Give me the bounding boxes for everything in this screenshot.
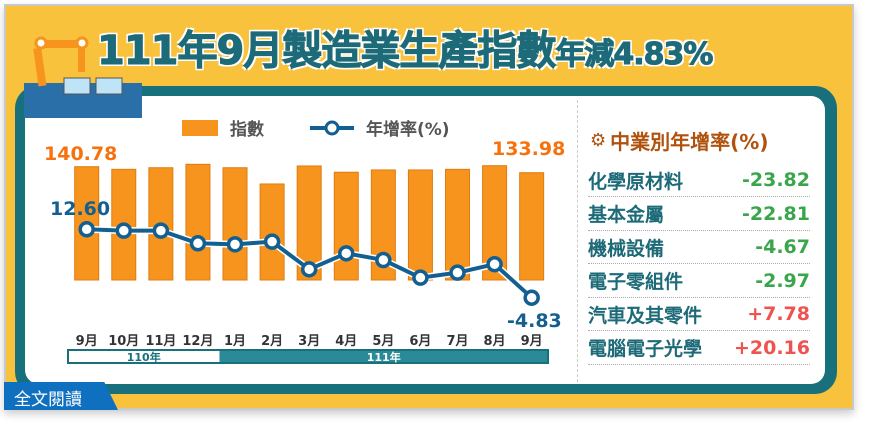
- month-tick-label: 12月: [182, 334, 213, 349]
- industry-value: -23.82: [742, 169, 810, 191]
- industry-value: -4.67: [755, 236, 810, 258]
- year-segment-111: [219, 351, 548, 362]
- panel-title-text: 中業別年增率(%): [610, 130, 769, 154]
- month-tick-label: 8月: [484, 334, 506, 349]
- gear-worker-icon: ⚙: [590, 130, 607, 151]
- growth-point: [412, 269, 429, 286]
- industry-label: 電腦電子光學: [588, 338, 703, 360]
- growth-point: [189, 235, 207, 252]
- industry-label: 基本金屬: [588, 204, 665, 226]
- legend-label: 年增率(%): [366, 120, 450, 140]
- month-tick-label: 7月: [446, 334, 468, 349]
- industry-value: +7.78: [747, 303, 810, 325]
- industry-row: 汽車及其零件 +7.78: [588, 298, 810, 331]
- page-title: 111年9月製造業生產指數年減4.83%: [96, 28, 713, 75]
- bar-label-first: 140.78: [44, 143, 117, 165]
- month-tick-label: 9月: [521, 334, 543, 349]
- growth-point: [375, 251, 392, 269]
- industry-row: 電腦電子光學 +20.16: [588, 332, 810, 365]
- growth-point: [486, 255, 503, 273]
- industry-value: -2.97: [755, 269, 810, 292]
- panel-divider: [577, 100, 578, 382]
- month-tick-label: 3月: [298, 334, 320, 349]
- index-bar: [445, 168, 470, 281]
- industry-row: 化學原材料 -23.82: [588, 164, 810, 197]
- year-label: 111年: [367, 350, 401, 364]
- growth-point: [338, 245, 355, 262]
- index-bar: [185, 163, 211, 281]
- month-tick-label: 1月: [224, 334, 246, 349]
- industry-row: 基本金屬 -22.81: [588, 198, 810, 231]
- bar-label-last: 133.98: [492, 138, 565, 160]
- line-label-first: 12.60: [50, 198, 110, 220]
- line-label-last: -4.83: [507, 310, 562, 332]
- index-bar: [259, 183, 285, 281]
- industry-panel-title: ⚙ 中業別年增率(%): [590, 126, 768, 155]
- index-bar: [222, 167, 248, 281]
- month-tick-label: 4月: [335, 334, 357, 349]
- year-label: 110年: [127, 350, 161, 364]
- growth-point: [152, 222, 170, 239]
- industry-row: 電子零組件 -2.97: [588, 265, 810, 298]
- robot-arm-illustration: [24, 36, 142, 118]
- growth-point: [115, 222, 133, 239]
- index-bar: [519, 172, 545, 281]
- industry-label: 電子零組件: [588, 271, 684, 293]
- legend-label: 指數: [230, 120, 264, 140]
- growth-point: [226, 236, 244, 253]
- month-tick-label: 11月: [145, 334, 176, 349]
- growth-point: [523, 289, 540, 306]
- industry-row: 機械設備 -4.67: [588, 231, 810, 264]
- month-tick-label: 9月: [76, 334, 98, 349]
- legend-growth: 年增率(%): [310, 115, 450, 140]
- index-bar: [333, 171, 359, 281]
- read-full-text-button[interactable]: 全文閱讀: [4, 382, 118, 410]
- index-bar: [407, 169, 433, 281]
- industry-value: +20.16: [733, 336, 810, 359]
- industry-label: 汽車及其零件: [588, 304, 703, 327]
- growth-point: [449, 264, 466, 281]
- bar-legend-swatch: [182, 119, 218, 136]
- industry-label: 化學原材料: [588, 170, 684, 193]
- month-tick-label: 6月: [409, 334, 431, 349]
- growth-point: [300, 261, 318, 278]
- month-tick-label: 10月: [108, 334, 139, 349]
- industry-value: -22.81: [742, 202, 810, 225]
- month-tick-label: 5月: [372, 334, 394, 349]
- legend-index: 指數: [182, 115, 264, 140]
- month-tick-label: 2月: [261, 334, 283, 349]
- growth-point: [78, 221, 95, 238]
- line-legend-swatch: [310, 120, 354, 135]
- growth-point: [263, 233, 281, 250]
- industry-label: 機械設備: [588, 237, 665, 260]
